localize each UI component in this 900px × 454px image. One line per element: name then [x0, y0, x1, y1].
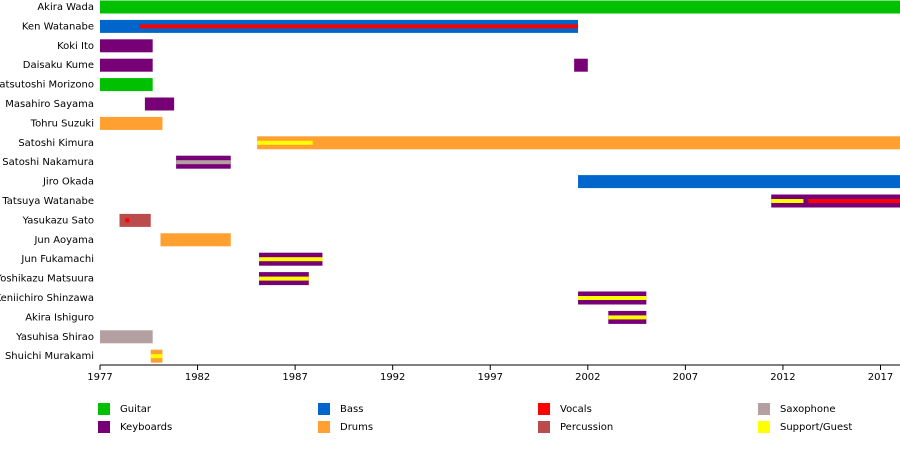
- tenure-bar: [100, 78, 153, 92]
- tenure-bar: [578, 175, 900, 189]
- tenure-bar: [574, 58, 588, 72]
- legend-swatch: [318, 403, 330, 415]
- legend-swatch: [758, 403, 770, 415]
- legend-swatch: [538, 421, 550, 433]
- x-tick-label: 1997: [478, 372, 503, 383]
- legend-label: Support/Guest: [780, 422, 852, 433]
- member-label: Tatsuya Watanabe: [1, 196, 94, 207]
- member-label: Akira Ishiguro: [25, 312, 94, 323]
- legend-swatch: [98, 403, 110, 415]
- role-stripe: [150, 354, 163, 359]
- role-stripe: [139, 24, 579, 29]
- member-label: Yasuhisa Shirao: [15, 332, 94, 343]
- legend-swatch: [318, 421, 330, 433]
- legend-label: Guitar: [120, 404, 152, 415]
- role-stripe: [125, 218, 130, 223]
- member-label: Katsutoshi Morizono: [0, 80, 94, 91]
- x-tick-label: 1992: [380, 372, 405, 383]
- member-label: Satoshi Nakamura: [2, 157, 94, 168]
- x-tick-label: 1977: [87, 372, 112, 383]
- member-label: Yoshikazu Matsuura: [0, 274, 94, 285]
- role-stripe: [771, 199, 804, 203]
- legend-label: Vocals: [560, 404, 592, 415]
- legend-swatch: [758, 421, 770, 433]
- tenure-bar: [100, 330, 153, 344]
- member-label: Masahiro Sayama: [5, 99, 94, 110]
- x-tick-label: 2012: [770, 372, 795, 383]
- tenure-bar: [160, 233, 231, 247]
- legend-label: Percussion: [560, 422, 613, 433]
- legend-label: Keyboards: [120, 422, 172, 433]
- legend-swatch: [538, 403, 550, 415]
- role-stripe: [259, 257, 323, 262]
- member-label: Shuichi Murakami: [5, 351, 94, 362]
- member-label: Jun Fukamachi: [20, 254, 94, 265]
- tenure-bar: [119, 213, 151, 227]
- member-label: Jun Aoyama: [33, 235, 94, 246]
- tenure-bar: [100, 0, 900, 14]
- legend-label: Saxophone: [780, 404, 836, 415]
- member-label: Akira Wada: [37, 2, 94, 13]
- role-stripe: [176, 160, 231, 165]
- role-stripe: [578, 296, 647, 300]
- x-tick-label: 1982: [185, 372, 210, 383]
- x-tick-label: 2007: [673, 372, 698, 383]
- member-label: Satoshi Kimura: [18, 138, 94, 149]
- role-stripe: [608, 315, 647, 320]
- x-tick-label: 1987: [282, 372, 307, 383]
- x-tick-label: 2002: [575, 372, 600, 383]
- x-tick-label: 2017: [868, 372, 893, 383]
- role-stripe: [259, 276, 309, 281]
- member-label: Tohru Suzuki: [30, 118, 94, 129]
- member-label: Jiro Okada: [42, 177, 94, 188]
- role-stripe: [808, 199, 900, 203]
- tenure-bar: [100, 116, 163, 130]
- tenure-bar: [144, 97, 175, 111]
- role-stripe: [257, 140, 313, 145]
- tenure-bar: [100, 39, 153, 53]
- member-label: Daisaku Kume: [23, 60, 94, 71]
- member-label: Keniichiro Shinzawa: [0, 293, 94, 304]
- member-label: Koki Ito: [57, 41, 94, 52]
- legend-label: Drums: [340, 422, 373, 433]
- tenure-bar: [257, 136, 900, 150]
- member-label: Ken Watanabe: [22, 21, 94, 32]
- legend-label: Bass: [340, 404, 363, 415]
- legend-swatch: [98, 421, 110, 433]
- tenure-bar: [100, 58, 153, 72]
- member-label: Yasukazu Sato: [22, 215, 94, 226]
